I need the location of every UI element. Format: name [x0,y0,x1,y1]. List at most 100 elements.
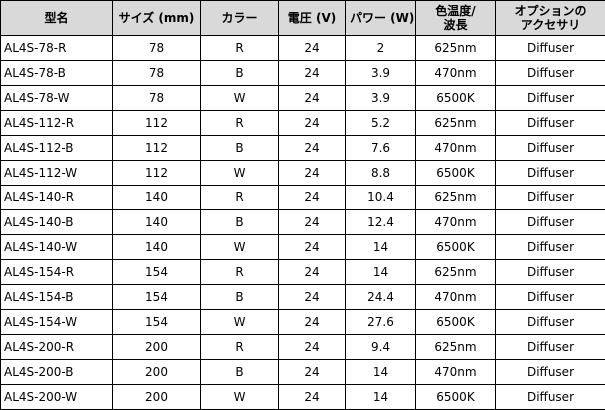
table-cell: Diffuser [495,309,605,336]
table-row: AL4S-200-R 200 R 24 9.4 625nm Diffuser [0,334,605,360]
table-cell: AL4S-140-R [0,184,113,211]
header-text: パワー (W) [350,11,415,25]
header-text: 型名 [44,11,69,25]
table-row: AL4S-200-W 200 W 24 14 6500K Diffuser [0,383,605,410]
header-text: アクセサリ [520,18,581,32]
table-cell: 6500K [415,309,496,336]
table-cell: R [200,334,279,360]
table-cell: 7.6 [345,134,416,161]
table-cell: 112 [112,109,201,136]
table-cell: 2 [345,35,416,61]
table-cell: 24 [278,59,346,86]
header-text: サイズ (mm) [118,11,195,25]
table-row: AL4S-78-R 78 R 24 2 625nm Diffuser [0,35,605,61]
table-cell: 154 [112,284,201,311]
table-cell: 78 [112,59,201,86]
table-cell: R [200,35,279,61]
table-cell: Diffuser [495,109,605,136]
table-cell: R [200,109,279,136]
table-cell: 625nm [415,35,496,61]
table-cell: 140 [112,184,201,211]
table-cell: AL4S-112-B [0,134,113,161]
table-cell: B [200,209,279,236]
table-cell: AL4S-200-W [0,383,113,410]
table-cell: W [200,309,279,336]
header-cell: パワー (W) [345,0,416,36]
table-row: AL4S-112-R 112 R 24 5.2 625nm Diffuser [0,109,605,136]
table-cell: AL4S-154-B [0,284,113,311]
table-cell: 9.4 [345,334,416,360]
table-row: AL4S-200-B 200 B 24 14 470nm Diffuser [0,358,605,385]
table-cell: W [200,383,279,410]
table-cell: AL4S-200-B [0,358,113,385]
table-cell: Diffuser [495,59,605,86]
table-cell: Diffuser [495,383,605,410]
table-cell: Diffuser [495,358,605,385]
table-cell: 24 [278,358,346,385]
table-cell: 5.2 [345,109,416,136]
table-cell: 112 [112,134,201,161]
table-cell: 14 [345,234,416,261]
table-row: AL4S-112-W 112 W 24 8.8 6500K Diffuser [0,159,605,186]
table-cell: 24 [278,184,346,211]
table-cell: 6500K [415,383,496,410]
table-cell: AL4S-140-W [0,234,113,261]
table-cell: 154 [112,259,201,286]
table-row: AL4S-154-B 154 B 24 24.4 470nm Diffuser [0,284,605,311]
table-cell: Diffuser [495,234,605,261]
table-cell: 8.8 [345,159,416,186]
table-cell: 14 [345,259,416,286]
table-row: AL4S-78-W 78 W 24 3.9 6500K Diffuser [0,84,605,111]
table-cell: 24 [278,284,346,311]
table-row: AL4S-78-B 78 B 24 3.9 470nm Diffuser [0,59,605,86]
table-cell: 6500K [415,234,496,261]
table-cell: 154 [112,309,201,336]
table-cell: 24 [278,209,346,236]
table-cell: R [200,184,279,211]
table-cell: 24 [278,259,346,286]
table-row: AL4S-140-W 140 W 24 14 6500K Diffuser [0,234,605,261]
table-cell: AL4S-78-R [0,35,113,61]
table-cell: 140 [112,234,201,261]
header-text: 波長 [443,18,468,32]
table-cell: 625nm [415,109,496,136]
table-cell: AL4S-154-W [0,309,113,336]
table-cell: 470nm [415,134,496,161]
table-cell: 625nm [415,334,496,360]
table-cell: 200 [112,334,201,360]
table-cell: Diffuser [495,84,605,111]
table-cell: 200 [112,383,201,410]
table-cell: 27.6 [345,309,416,336]
table-cell: Diffuser [495,259,605,286]
table-row: AL4S-154-W 154 W 24 27.6 6500K Diffuser [0,309,605,336]
table-row: AL4S-112-B 112 B 24 7.6 470nm Diffuser [0,134,605,161]
header-text: 色温度/ [435,4,476,18]
header-cell: サイズ (mm) [112,0,201,36]
header-cell: オプションの アクセサリ [495,0,605,36]
table-cell: 24 [278,134,346,161]
table-cell: W [200,84,279,111]
table-cell: 470nm [415,358,496,385]
table-cell: 24 [278,109,346,136]
header-row: 型名 サイズ (mm) カラー 電圧 (V) パワー (W) 色温度/波長 オプションの アク… [0,0,605,36]
header-text: オプションの [514,4,587,18]
table-cell: B [200,59,279,86]
table-cell: B [200,358,279,385]
table-cell: 24 [278,309,346,336]
table-cell: Diffuser [495,209,605,236]
table-row: AL4S-140-B 140 B 24 12.4 470nm Diffuser [0,209,605,236]
header-cell: 電圧 (V) [278,0,346,36]
table-cell: 10.4 [345,184,416,211]
table-cell: 470nm [415,59,496,86]
table-cell: Diffuser [495,284,605,311]
table-cell: 78 [112,35,201,61]
table-cell: 14 [345,383,416,410]
table-cell: 24 [278,84,346,111]
table-cell: 200 [112,358,201,385]
table-cell: 470nm [415,284,496,311]
table-cell: Diffuser [495,159,605,186]
table-cell: 14 [345,358,416,385]
table-cell: 12.4 [345,209,416,236]
